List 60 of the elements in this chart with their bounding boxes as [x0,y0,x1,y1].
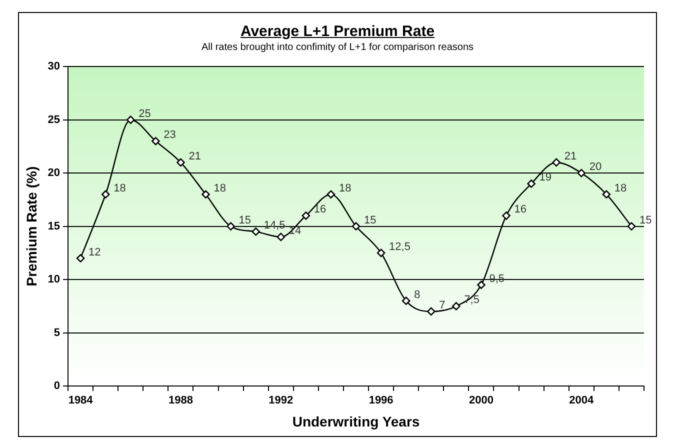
point [452,302,460,310]
data-label: 18 [614,182,627,194]
y-tick-label: 15 [48,220,60,232]
point [602,190,611,199]
data-label: 7,5 [464,294,480,306]
y-tick-label: 5 [54,326,60,339]
data-label: 7 [439,300,446,312]
point [302,212,310,220]
point [352,222,360,230]
y-tick-label: 30 [48,60,60,73]
y-tick-label: 20 [48,167,60,180]
point [627,222,636,230]
point [502,212,510,220]
point [477,280,486,290]
data-label: 19 [539,172,552,184]
data-label: 23 [164,129,176,142]
data-label: 15 [364,214,376,226]
x-axis-title: Underwriting Years [292,413,420,430]
point [126,116,135,124]
data-label: 20 [589,161,602,174]
data-label: 25 [138,108,151,120]
data-label: 21 [564,150,577,162]
data-label: 18 [338,182,352,194]
x-tick-label: 1984 [68,394,94,407]
chart-subtitle: All rates brought into confimity of L+1 for comparison reasons [200,42,475,53]
point [426,307,436,316]
data-label: 12,5 [389,240,410,253]
data-label: 15 [639,214,652,226]
x-tick-label: 1996 [368,394,394,407]
x-tick-label: 2004 [569,394,595,407]
x-tick-label: 1992 [268,394,294,407]
y-tick-label: 25 [48,114,60,126]
point [276,232,286,242]
x-tick-label: 2000 [468,394,494,407]
data-label: 15 [238,214,252,226]
point [101,190,110,199]
point [402,296,410,305]
point [527,180,536,188]
data-label: 12 [88,246,101,258]
point [176,158,185,167]
point [376,248,386,258]
x-tick-label: 1988 [168,394,193,407]
chart-title: Average L+1 Premium Rate [239,23,436,40]
y-tick-label: 0 [54,380,60,392]
data-label: 8 [414,288,420,301]
point [577,168,586,178]
data-label: 21 [188,150,201,162]
point [326,190,336,199]
point [152,136,160,146]
data-label: 18 [114,182,126,194]
point [76,254,85,262]
y-axis-title: Premium Rate (%) [23,166,40,286]
point [552,158,561,167]
data-label: 16 [514,204,527,216]
point [252,227,260,236]
point [202,190,210,199]
data-label: 16 [314,204,326,216]
data-label: 18 [214,182,226,194]
point [226,222,235,230]
y-tick-label: 10 [48,274,60,286]
